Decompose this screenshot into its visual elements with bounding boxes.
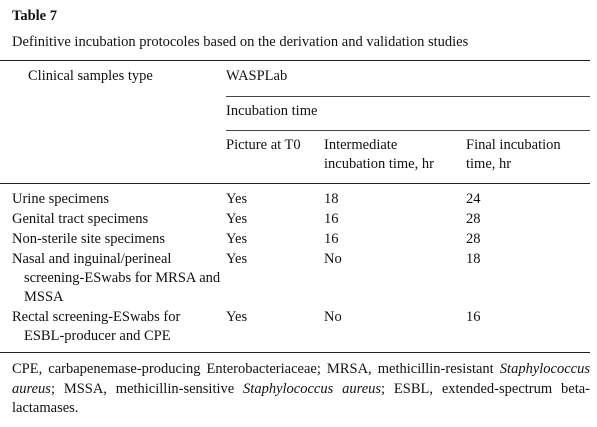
cell: 18 [466,251,481,267]
sample-type-text: Rectal screening-ESwabs for ESBL-produce… [12,309,181,344]
sample-type: Genital tract specimens [0,210,226,230]
footnote: CPE, carbapenemase-producing Enterobacte… [12,360,590,419]
table-row: Nasal and inguinal/perineal screening-ES… [0,250,590,308]
cell: Yes [226,231,248,247]
column-header: Picture at T0 [226,130,322,184]
cell: Yes [226,251,248,267]
table-row: Rectal screening-ESwabs for ESBL-produce… [0,308,591,353]
sample-type-text: Genital tract specimens [12,211,149,227]
sample-type: Nasal and inguinal/perineal screening-ES… [0,250,226,308]
table-row: Genital tract specimens Yes 16 28 [0,210,590,230]
table: Clinical samples type WASPLab Incubation… [0,60,591,353]
cell: Yes [226,211,248,227]
cell: 16 [324,211,339,227]
table-row: Urine specimens Yes 18 24 [0,184,590,211]
cell: No [322,308,462,353]
footnote-species: Staphylococcus aureus [243,380,382,397]
sample-type-text: Nasal and inguinal/perineal screening-ES… [12,251,221,305]
subgroup-header: Incubation time [226,96,591,131]
table-label: Table 7 [12,8,57,24]
footnote-text: ; MSSA, methicillin-sensitive [50,380,244,397]
cell: No [324,251,342,267]
column-header: Final incubation time, hr [462,130,591,184]
footnote-text: ; ESBL, extended-spectrum beta-lactamase… [12,380,590,417]
cell: Yes [226,308,322,353]
cell: 28 [466,211,481,227]
cell: 16 [324,231,339,247]
sample-type-text: Non-sterile site specimens [12,231,166,247]
cell: 28 [466,231,481,247]
cell: Yes [226,191,248,207]
sample-type: Urine specimens [0,184,226,211]
footnote-species: Staphylococcus aureus [12,361,590,397]
cell: 18 [324,191,339,207]
group-header: WASPLab [226,60,591,97]
sample-type: Rectal screening-ESwabs for ESBL-produce… [0,308,226,353]
header-cell: Clinical samples type [0,60,226,97]
cell: 24 [466,191,481,207]
column-header: Intermediate incubation time, hr [322,130,462,184]
sample-type: Non-sterile site specimens [0,230,226,250]
cell: 16 [462,308,591,353]
sample-type-text: Urine specimens [12,191,110,207]
table-row: Non-sterile site specimens Yes 16 28 [0,230,590,250]
caption: Definitive incubation protocoles based o… [12,34,469,50]
footnote-text: CPE, carbapenemase-producing Enterobacte… [12,361,500,377]
